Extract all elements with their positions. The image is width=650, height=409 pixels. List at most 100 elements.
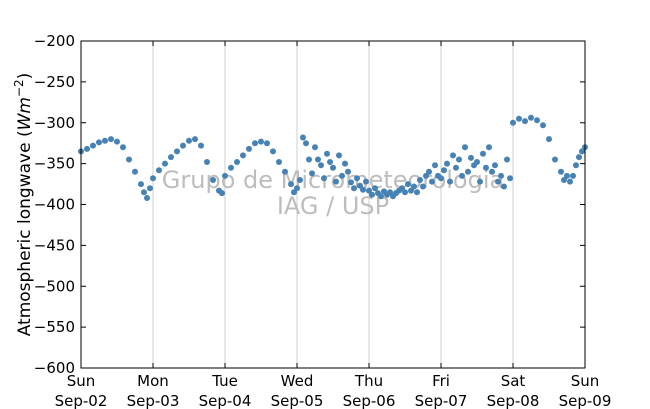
y-tick-label: −500 <box>34 277 75 295</box>
data-point <box>162 160 168 167</box>
data-point <box>204 159 210 165</box>
data-point <box>219 190 225 197</box>
data-point <box>288 181 294 188</box>
data-point <box>282 168 288 175</box>
data-point <box>264 140 270 147</box>
x-tick-day-label: Fri <box>432 372 450 390</box>
y-axis-label-unit: Wm <box>15 97 35 130</box>
data-point <box>534 117 540 124</box>
data-point <box>108 136 114 143</box>
data-point <box>315 156 321 163</box>
data-point <box>345 168 351 175</box>
x-tick-day-label: Tue <box>211 372 238 390</box>
data-point <box>528 114 534 121</box>
y-tick-label: −350 <box>34 155 75 173</box>
data-point <box>468 154 474 161</box>
data-point <box>414 189 420 196</box>
data-point <box>168 154 174 161</box>
x-tick-day-label: Wed <box>281 372 314 390</box>
data-point <box>516 115 522 122</box>
data-point <box>234 159 240 165</box>
y-tick-label: −400 <box>34 196 75 214</box>
data-point <box>357 182 363 189</box>
data-point <box>366 187 372 194</box>
data-point <box>303 140 309 147</box>
data-point <box>210 177 216 183</box>
data-point <box>147 185 153 192</box>
data-point <box>492 162 498 169</box>
data-point <box>138 181 144 188</box>
data-point <box>246 145 252 152</box>
y-axis-label: Atmospheric longwave (Wm−2) <box>12 73 35 337</box>
data-point <box>348 179 354 186</box>
data-point <box>156 167 162 174</box>
data-point <box>372 185 378 192</box>
data-point <box>336 152 342 159</box>
y-tick-label: −600 <box>34 359 75 377</box>
data-point <box>306 156 312 163</box>
data-point <box>441 167 447 174</box>
data-point <box>318 162 324 169</box>
x-gridlines <box>152 41 514 368</box>
data-point <box>567 178 573 185</box>
data-point <box>351 185 357 192</box>
x-tick-date-label: Sep-07 <box>415 392 468 409</box>
data-point <box>270 148 276 155</box>
y-tick-label: −550 <box>34 318 75 336</box>
data-point <box>447 178 453 185</box>
data-point <box>462 144 468 151</box>
data-point <box>309 170 315 177</box>
data-point <box>114 138 120 145</box>
data-point <box>540 122 546 129</box>
data-point <box>507 175 513 182</box>
data-point <box>573 162 579 169</box>
data-point <box>150 175 156 182</box>
data-point <box>429 178 435 185</box>
data-point <box>327 159 333 165</box>
data-point <box>333 178 339 185</box>
x-tick-day-label: Sat <box>501 372 526 390</box>
y-axis: −200 −250 −300 −350 −400 −450 −500 −550 −600 <box>34 32 585 377</box>
data-point <box>417 177 423 183</box>
data-point <box>96 139 102 146</box>
data-point <box>120 144 126 151</box>
x-tick-date-label: Sep-02 <box>55 392 108 409</box>
data-point <box>198 142 204 149</box>
data-point <box>102 137 108 144</box>
data-point <box>132 168 138 175</box>
data-point <box>480 150 486 157</box>
x-tick-date-label: Sep-04 <box>199 392 252 409</box>
data-point <box>444 160 450 167</box>
data-point <box>579 148 585 155</box>
data-points <box>78 114 588 201</box>
data-point <box>450 152 456 159</box>
y-tick-label: −250 <box>34 73 75 91</box>
data-point <box>321 175 327 182</box>
data-point <box>378 193 384 200</box>
data-point <box>297 177 303 183</box>
data-point <box>84 145 90 152</box>
data-point <box>192 136 198 143</box>
data-point <box>90 142 96 149</box>
data-point <box>324 150 330 157</box>
data-point <box>486 144 492 151</box>
data-point <box>483 164 489 171</box>
x-tick-date-label: Sep-09 <box>559 392 612 409</box>
data-point <box>426 168 432 175</box>
data-point <box>456 156 462 163</box>
data-point <box>489 168 495 175</box>
data-point <box>405 181 411 188</box>
data-point <box>510 119 516 126</box>
x-tick-day-label: Mon <box>137 372 169 390</box>
x-tick-day-label: Sun <box>571 372 600 390</box>
data-point <box>354 175 360 182</box>
data-point <box>300 134 306 141</box>
data-point <box>240 152 246 159</box>
data-point <box>363 178 369 185</box>
data-point <box>411 183 417 190</box>
data-point <box>432 162 438 169</box>
data-point <box>522 118 528 125</box>
data-point <box>552 156 558 163</box>
x-tick-date-label: Sep-05 <box>271 392 324 409</box>
y-tick-label: −450 <box>34 236 75 254</box>
